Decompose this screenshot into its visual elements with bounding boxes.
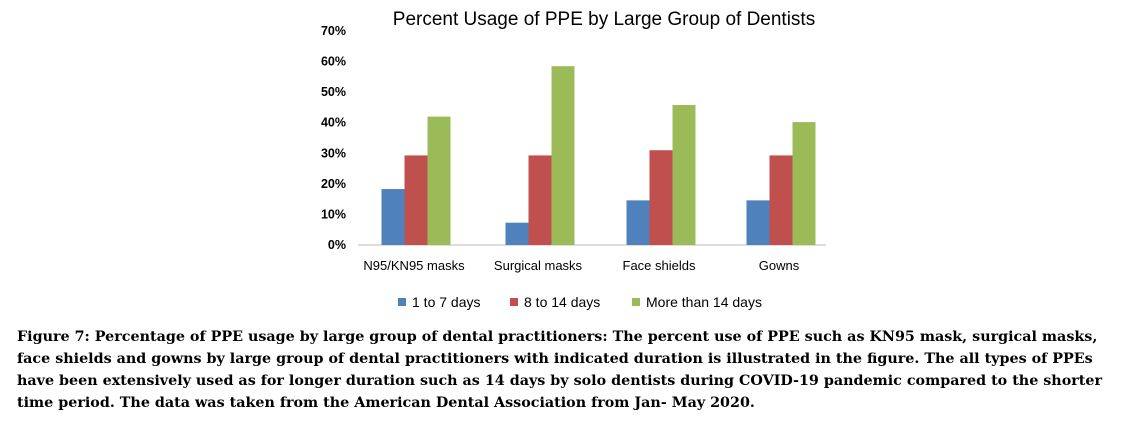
y-tick-label: 10% <box>321 207 346 221</box>
bar <box>427 116 451 245</box>
legend-label: 8 to 14 days <box>524 294 600 310</box>
bar <box>626 200 650 245</box>
y-tick-label: 70% <box>321 24 346 38</box>
y-tick-label: 20% <box>321 177 346 191</box>
bar <box>792 122 816 245</box>
bar <box>381 189 405 245</box>
bar <box>769 155 793 245</box>
y-tick-label: 50% <box>321 85 346 99</box>
bar-chart: Percent Usage of PPE by Large Group of D… <box>321 9 826 310</box>
legend-swatch <box>398 298 406 306</box>
y-tick-label: 0% <box>328 238 346 252</box>
x-tick-label: N95/KN95 masks <box>363 258 465 273</box>
legend-swatch <box>510 298 518 306</box>
x-tick-label: Surgical masks <box>494 258 583 273</box>
figure-caption: Figure 7: Percentage of PPE usage by lar… <box>17 329 1103 411</box>
chart-title: Percent Usage of PPE by Large Group of D… <box>393 9 815 30</box>
bar <box>746 200 770 245</box>
bar <box>505 222 529 245</box>
bar <box>551 66 575 246</box>
y-tick-label: 30% <box>321 146 346 160</box>
legend-label: More than 14 days <box>646 294 762 310</box>
bar <box>528 155 552 245</box>
x-tick-label: Face shields <box>623 258 696 273</box>
legend-label: 1 to 7 days <box>412 294 481 310</box>
bar <box>649 150 673 245</box>
y-tick-label: 60% <box>321 55 346 69</box>
legend-swatch <box>632 298 640 306</box>
bar <box>404 155 428 245</box>
y-tick-label: 40% <box>321 116 346 130</box>
bar <box>672 104 696 246</box>
x-tick-label: Gowns <box>759 258 800 273</box>
